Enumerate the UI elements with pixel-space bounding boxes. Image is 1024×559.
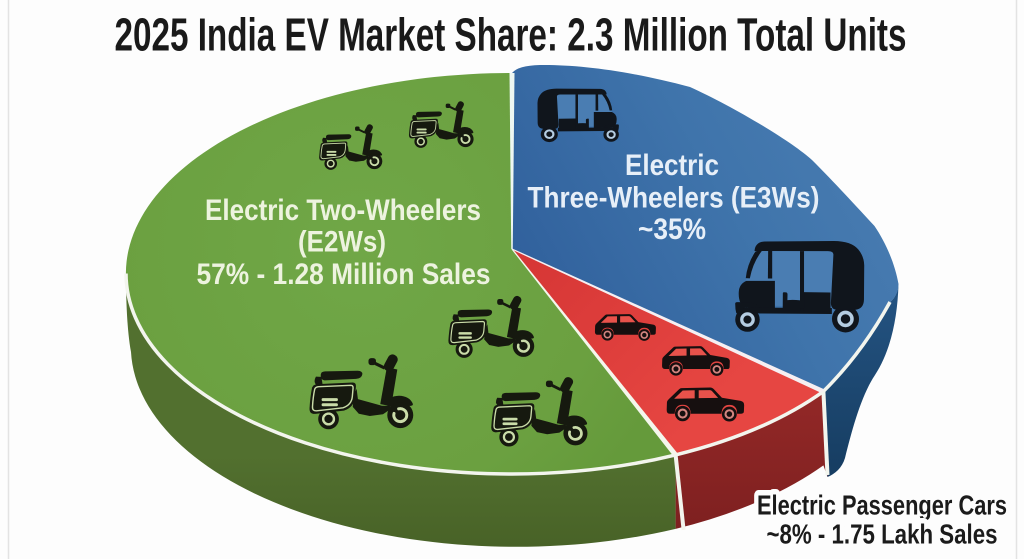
svg-text:2025 India EV Market Share: 2.: 2025 India EV Market Share: 2.3 Million …	[115, 9, 907, 61]
svg-text:Electric: Electric	[625, 149, 719, 182]
svg-text:(E2Ws): (E2Ws)	[298, 226, 386, 259]
svg-text:57% - 1.28 Million Sales: 57% - 1.28 Million Sales	[197, 258, 491, 291]
svg-text:~35%: ~35%	[638, 213, 706, 246]
svg-text:Three-Wheelers (E3Ws): Three-Wheelers (E3Ws)	[528, 182, 820, 215]
svg-text:Electric Two-Wheelers: Electric Two-Wheelers	[205, 194, 481, 227]
svg-text:Electric Passenger Cars: Electric Passenger Cars	[757, 490, 1007, 521]
svg-text:~8% - 1.75 Lakh Sales: ~8% - 1.75 Lakh Sales	[767, 519, 998, 550]
